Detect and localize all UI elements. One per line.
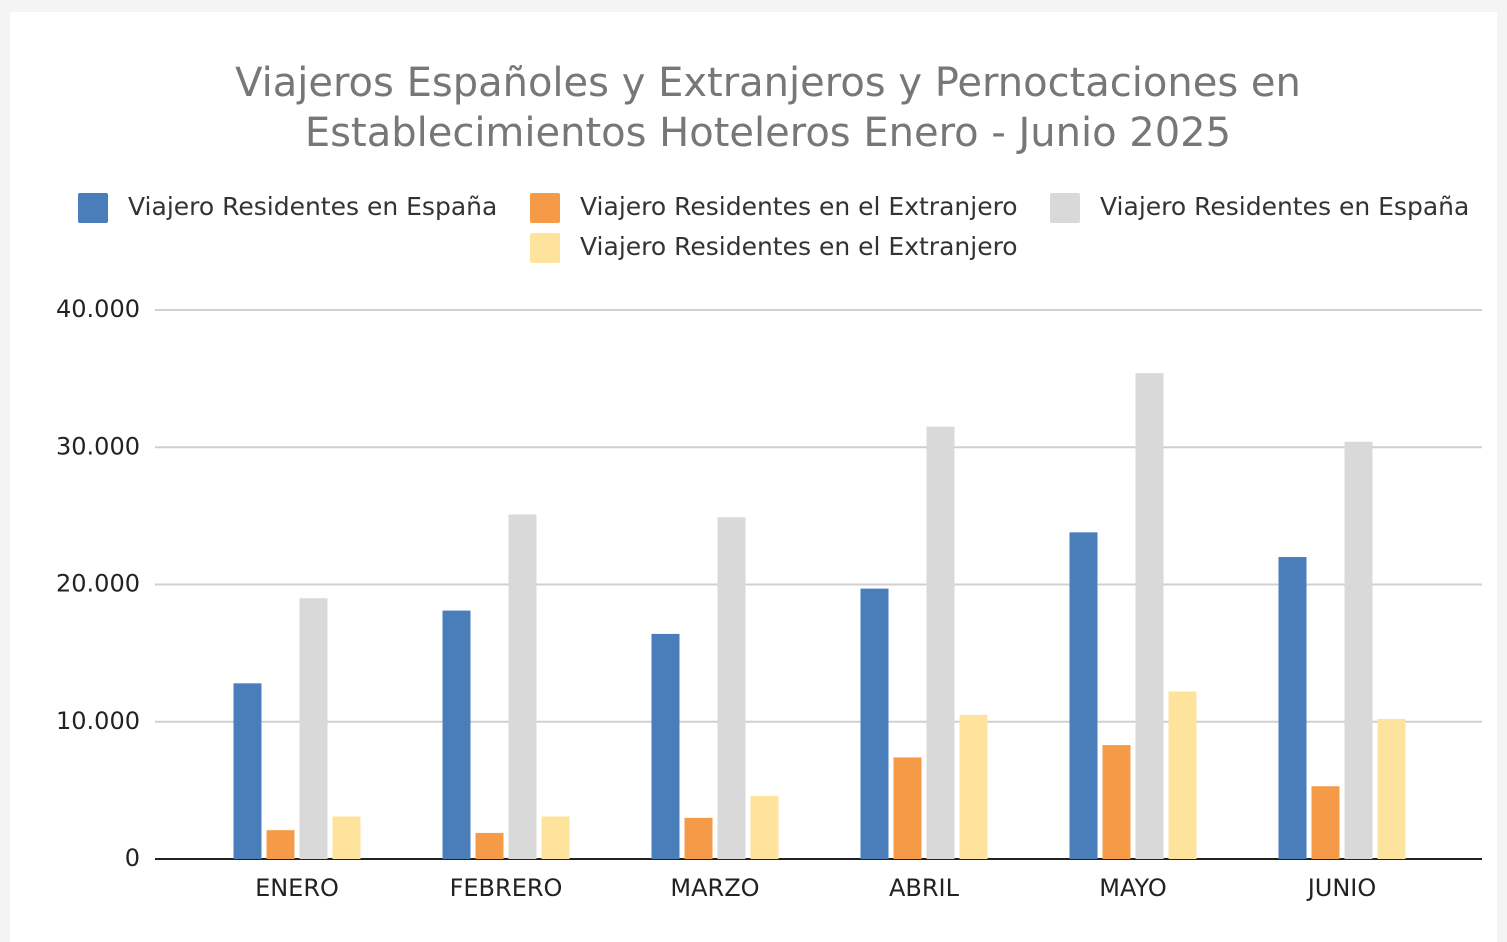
bar [959,714,988,859]
bar [750,795,779,859]
bar [1069,532,1098,859]
y-tick-label: 40.000 [56,295,140,323]
bar [860,588,889,859]
bar [651,633,680,859]
legend-swatch [530,193,560,223]
bar [266,830,295,859]
bar [508,514,537,859]
bar [233,683,262,859]
bar [684,817,713,859]
bar [1168,691,1197,859]
y-tick-label: 30.000 [56,432,140,460]
bar [1377,719,1406,859]
bar [1135,373,1164,859]
legend-label: Viajero Residentes en el Extranjero [580,232,1018,261]
x-tick-label: MAYO [1099,874,1167,902]
y-tick-label: 20.000 [56,570,140,598]
legend-label: Viajero Residentes en España [128,192,497,221]
bar [442,610,471,859]
chart-title: Viajeros Españoles y Extranjeros y Perno… [235,60,1301,156]
bar [717,517,746,859]
legend-swatch [530,233,560,263]
bar [1344,441,1373,859]
y-tick-label: 10.000 [56,707,140,735]
x-tick-label: ABRIL [889,874,960,902]
x-tick-label: JUNIO [1306,874,1377,902]
bar [541,816,570,859]
bar [1311,786,1340,859]
bar [332,816,361,859]
legend-label: Viajero Residentes en el Extranjero [580,192,1018,221]
bar [926,426,955,859]
bar [475,832,504,859]
legend-swatch [78,193,108,223]
y-tick-label: 0 [125,844,140,872]
bar [299,598,328,859]
x-tick-label: ENERO [255,874,339,902]
legend-label: Viajero Residentes en España [1100,192,1469,221]
legend-swatch [1050,193,1080,223]
bar [1102,745,1131,859]
x-tick-label: MARZO [670,874,759,902]
x-tick-label: FEBRERO [450,874,563,902]
bar [1278,557,1307,859]
bar [893,757,922,859]
